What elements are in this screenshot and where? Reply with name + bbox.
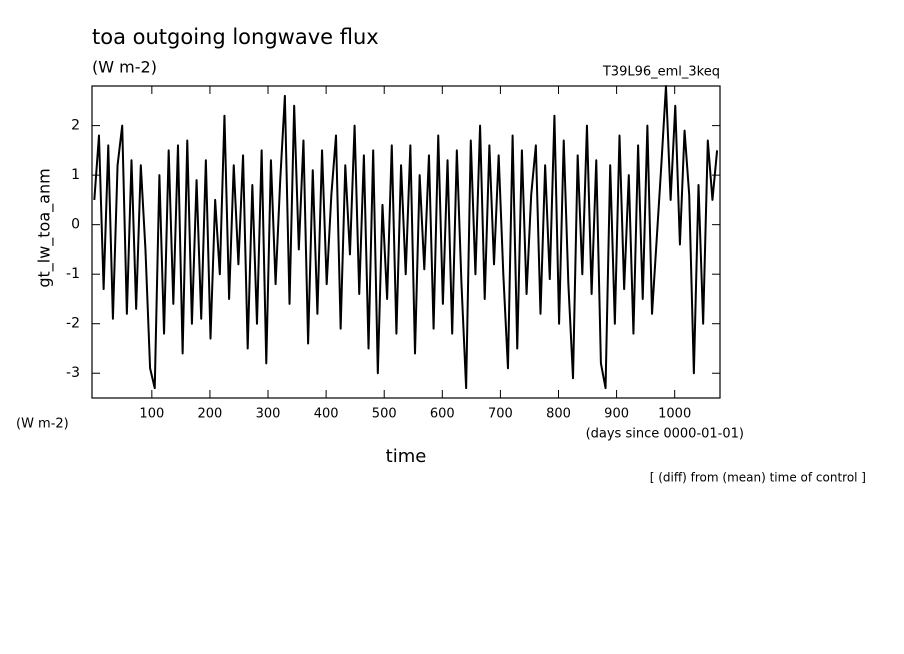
x-tick-label: 600 bbox=[430, 407, 455, 422]
y-tick-label: 2 bbox=[71, 118, 80, 134]
x-tick-label: 400 bbox=[314, 407, 339, 422]
y-tick-label: -1 bbox=[66, 266, 80, 282]
x-tick-label: 100 bbox=[139, 407, 164, 422]
x-tick-label: 700 bbox=[488, 407, 513, 422]
x-tick-label: 1000 bbox=[658, 407, 691, 422]
run-label: T39L96_eml_3keq bbox=[602, 65, 720, 80]
x-unit: (days since 0000-01-01) bbox=[586, 427, 744, 442]
subtitle: (W m-2) bbox=[92, 58, 157, 77]
x-tick-label: 300 bbox=[256, 407, 281, 422]
y-unit: (W m-2) bbox=[16, 417, 69, 432]
x-axis-label: time bbox=[386, 446, 427, 467]
y-tick-label: 0 bbox=[71, 217, 80, 233]
data-line bbox=[93, 85, 719, 390]
y-tick-label: -2 bbox=[66, 316, 80, 332]
x-tick-label: 900 bbox=[604, 407, 629, 422]
y-tick-label: -3 bbox=[66, 365, 80, 381]
x-tick-label: 800 bbox=[546, 407, 571, 422]
y-axis-label: gt_lw_toa_anm bbox=[35, 168, 55, 287]
y-tick-label: 1 bbox=[71, 167, 80, 183]
chart-title: toa outgoing longwave flux bbox=[92, 25, 379, 49]
plot-frame bbox=[91, 85, 721, 399]
note: [ (diff) from (mean) time of control ] bbox=[650, 471, 866, 485]
x-tick-label: 500 bbox=[372, 407, 397, 422]
x-tick-label: 200 bbox=[198, 407, 223, 422]
